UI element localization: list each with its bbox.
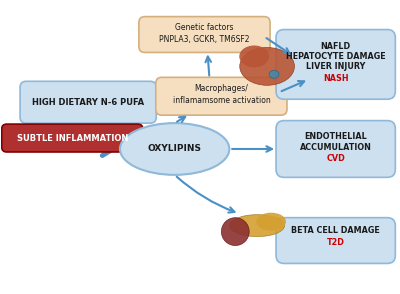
Text: HIGH DIETARY N-6 PUFA: HIGH DIETARY N-6 PUFA bbox=[32, 98, 144, 107]
Ellipse shape bbox=[230, 215, 284, 237]
Ellipse shape bbox=[120, 123, 229, 175]
Text: CVD: CVD bbox=[326, 154, 345, 163]
Text: NASH: NASH bbox=[323, 74, 348, 83]
FancyBboxPatch shape bbox=[139, 17, 270, 52]
Ellipse shape bbox=[239, 46, 269, 67]
Text: OXYLIPINS: OXYLIPINS bbox=[148, 144, 202, 153]
Text: T2D: T2D bbox=[327, 238, 345, 247]
Ellipse shape bbox=[240, 47, 294, 85]
FancyBboxPatch shape bbox=[20, 81, 156, 123]
Text: Macrophages/
inflamamsome activation: Macrophages/ inflamamsome activation bbox=[172, 84, 270, 105]
FancyBboxPatch shape bbox=[276, 121, 395, 177]
Text: ENDOTHELIAL: ENDOTHELIAL bbox=[304, 132, 367, 141]
FancyBboxPatch shape bbox=[2, 124, 143, 152]
Ellipse shape bbox=[221, 218, 249, 245]
Text: BETA CELL DAMAGE: BETA CELL DAMAGE bbox=[291, 225, 380, 235]
Text: HEPATOCYTE DAMAGE: HEPATOCYTE DAMAGE bbox=[286, 52, 386, 61]
Text: NAFLD: NAFLD bbox=[321, 43, 351, 51]
Text: LIVER INJURY: LIVER INJURY bbox=[306, 62, 365, 71]
Ellipse shape bbox=[269, 70, 279, 78]
FancyBboxPatch shape bbox=[276, 218, 395, 263]
Text: ACCUMULATION: ACCUMULATION bbox=[300, 143, 372, 152]
FancyBboxPatch shape bbox=[156, 77, 287, 115]
Ellipse shape bbox=[256, 213, 286, 230]
Text: SUBTLE INFLAMMATION: SUBTLE INFLAMMATION bbox=[16, 133, 128, 143]
FancyBboxPatch shape bbox=[276, 30, 395, 99]
Text: Genetic factors
PNPLA3, GCKR, TM6SF2: Genetic factors PNPLA3, GCKR, TM6SF2 bbox=[159, 23, 250, 44]
